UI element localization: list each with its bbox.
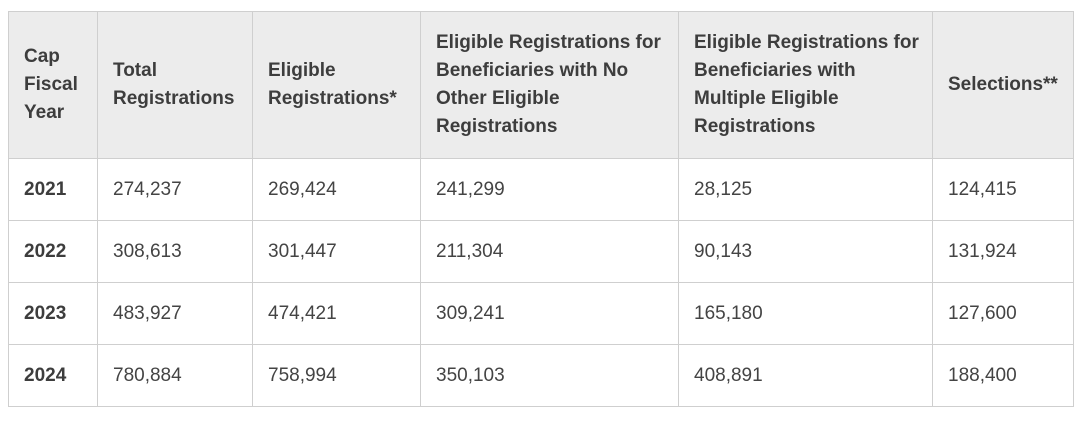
cell-eligible-registrations: 758,994 [252,344,421,407]
col-header-total-registrations: Total Registrations [97,11,253,159]
col-header-cap-fiscal-year: Cap Fiscal Year [8,11,98,159]
cell-total-registrations: 308,613 [97,220,253,283]
table-header: Cap Fiscal Year Total Registrations Elig… [8,11,1074,159]
cell-eligible-no-other: 309,241 [420,282,679,345]
cell-total-registrations: 274,237 [97,158,253,221]
cell-total-registrations: 780,884 [97,344,253,407]
cell-year: 2024 [8,344,98,407]
cell-eligible-multiple: 90,143 [678,220,933,283]
cell-eligible-multiple: 28,125 [678,158,933,221]
cell-eligible-registrations: 269,424 [252,158,421,221]
col-header-eligible-registrations: Eligible Registrations* [252,11,421,159]
cell-eligible-no-other: 241,299 [420,158,679,221]
table-row-2021: 2021 274,237 269,424 241,299 28,125 124,… [8,158,1074,221]
cell-eligible-registrations: 474,421 [252,282,421,345]
cell-selections: 131,924 [932,220,1074,283]
table-row-2022: 2022 308,613 301,447 211,304 90,143 131,… [8,220,1074,283]
cell-eligible-multiple: 165,180 [678,282,933,345]
cell-eligible-no-other: 211,304 [420,220,679,283]
cell-eligible-registrations: 301,447 [252,220,421,283]
col-header-eligible-multiple: Eligible Registrations for Beneficiaries… [678,11,933,159]
table-body: 2021 274,237 269,424 241,299 28,125 124,… [8,158,1074,407]
cell-selections: 188,400 [932,344,1074,407]
cell-eligible-no-other: 350,103 [420,344,679,407]
cell-year: 2021 [8,158,98,221]
table-row-2024: 2024 780,884 758,994 350,103 408,891 188… [8,344,1074,407]
cell-selections: 127,600 [932,282,1074,345]
registrations-table: Cap Fiscal Year Total Registrations Elig… [8,11,1074,407]
header-row: Cap Fiscal Year Total Registrations Elig… [8,11,1074,159]
table-row-2023: 2023 483,927 474,421 309,241 165,180 127… [8,282,1074,345]
col-header-selections: Selections** [932,11,1074,159]
cell-selections: 124,415 [932,158,1074,221]
cell-year: 2023 [8,282,98,345]
cell-eligible-multiple: 408,891 [678,344,933,407]
cell-year: 2022 [8,220,98,283]
col-header-eligible-no-other: Eligible Registrations for Beneficiaries… [420,11,679,159]
cell-total-registrations: 483,927 [97,282,253,345]
